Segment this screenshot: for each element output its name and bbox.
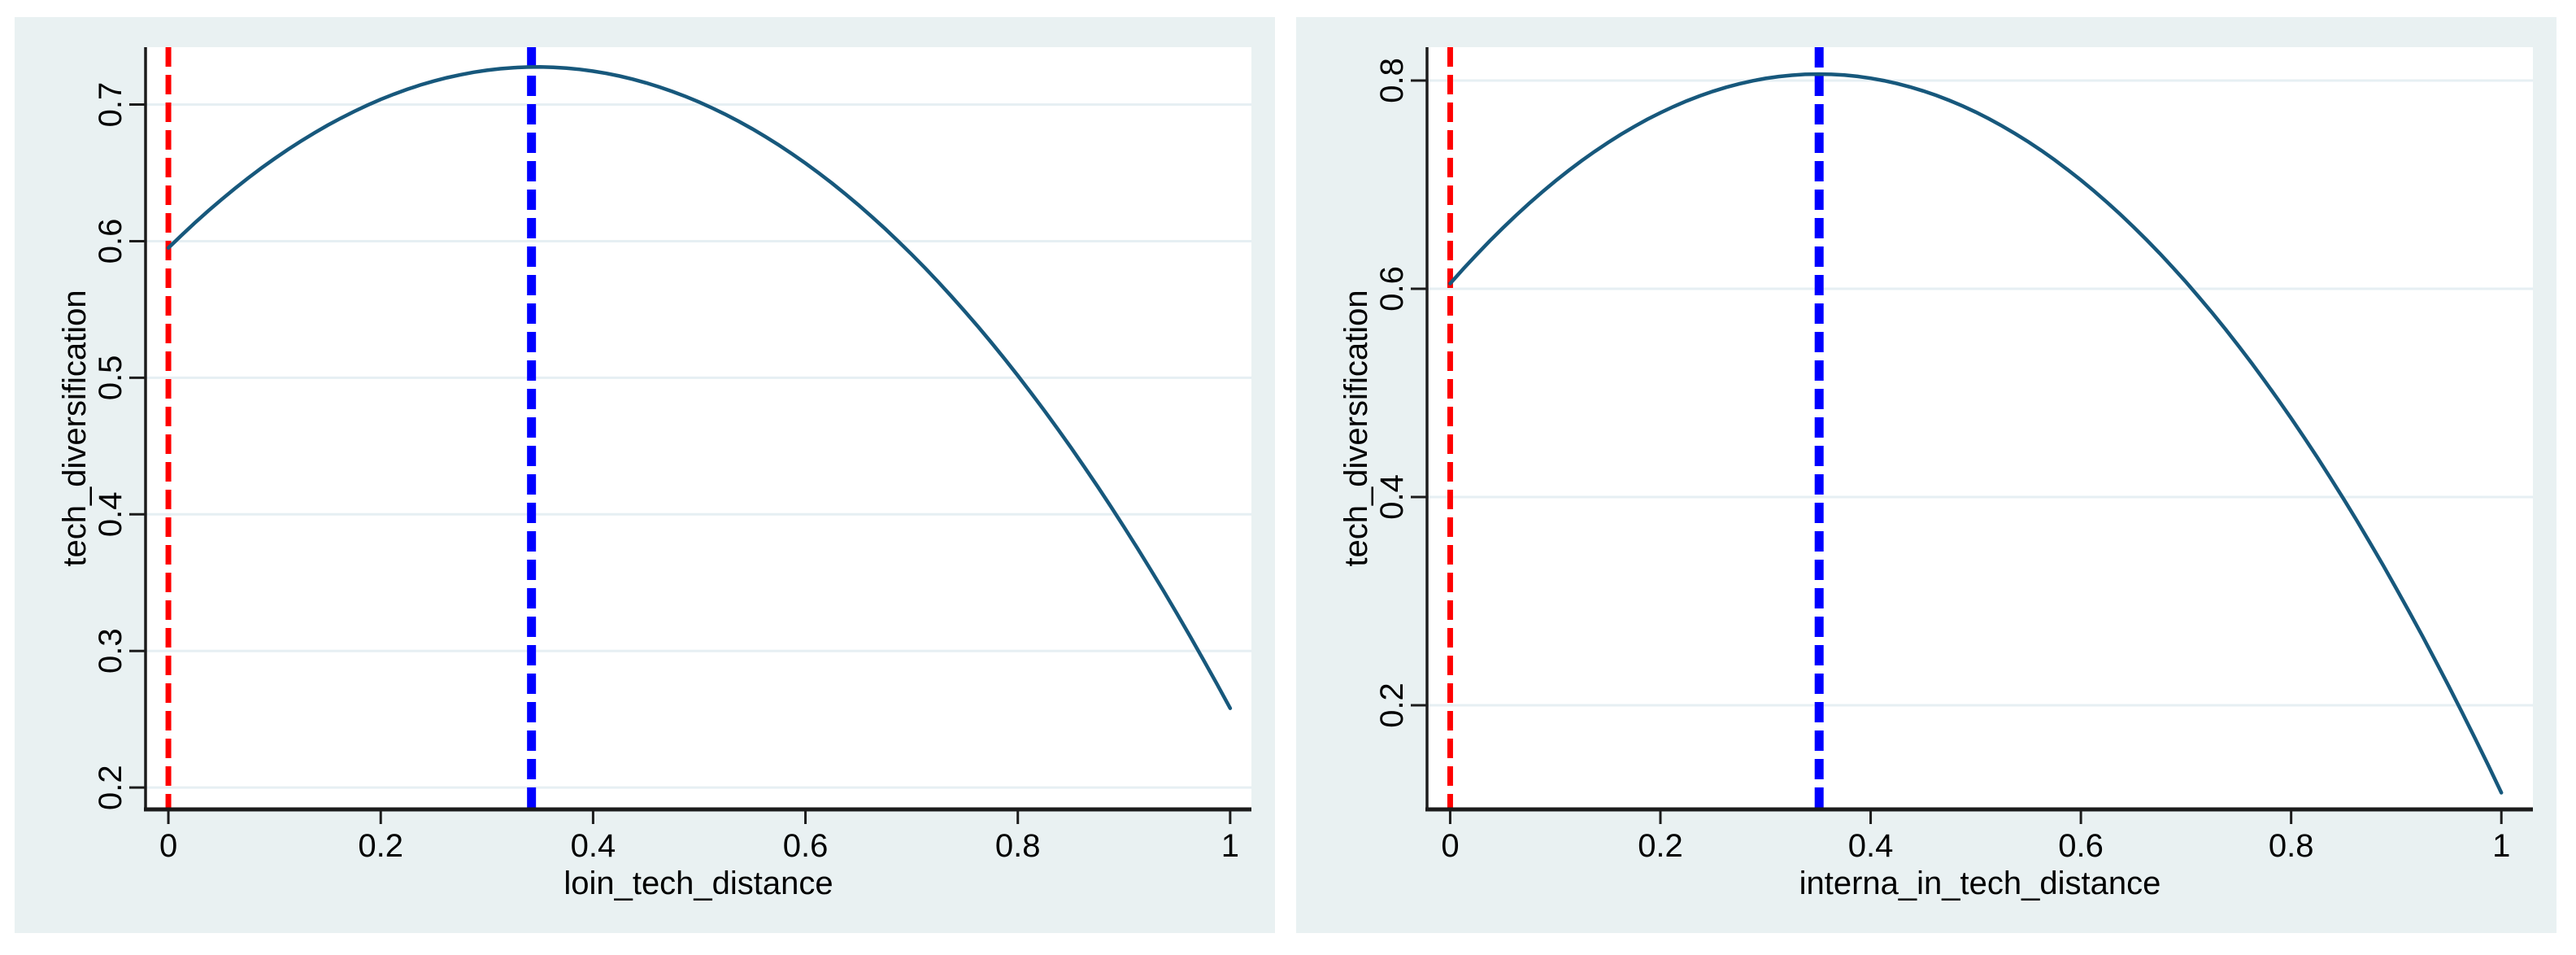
chart-panel-right: 0 0.2 0.4 0.6 0.8 1 0.2 0.4 0.6 0.8 interna_in_tec… <box>1296 17 2556 933</box>
chart-panel-left: 0 0.2 0.4 0.6 0.8 1 0.2 0.3 0.4 0.5 0.6 0.7 loin_tec… <box>15 17 1275 933</box>
y-tick-label: 0.8 <box>1374 58 1410 103</box>
y-tick-label: 0.7 <box>93 82 128 128</box>
plot-area <box>146 47 1251 809</box>
y-tick-label: 0.2 <box>93 765 128 810</box>
x-tick-label: 0.2 <box>1638 828 1683 864</box>
y-tick-label: 0.5 <box>93 355 128 401</box>
y-tick-label: 0.6 <box>93 219 128 264</box>
x-tick-label: 0 <box>159 828 177 864</box>
prediction-curve <box>166 65 1233 710</box>
y-tick-label: 0.2 <box>1374 682 1410 728</box>
x-tick-label: 1 <box>2492 828 2510 864</box>
plot-area <box>1427 47 2533 809</box>
x-tick-label: 0.8 <box>2269 828 2314 864</box>
y-tick-label: 0.4 <box>93 491 128 537</box>
y-tick-label: 0.6 <box>1374 266 1410 312</box>
x-tick-label: 0 <box>1441 828 1459 864</box>
y-tick-label: 0.3 <box>93 628 128 674</box>
x-tick-label: 0.6 <box>783 828 829 864</box>
y-tick-label: 0.4 <box>1374 474 1410 520</box>
y-axis-title: tech_diversification <box>57 290 93 566</box>
chart-svg-right: 0 0.2 0.4 0.6 0.8 1 0.2 0.4 0.6 0.8 interna_in_tec… <box>1338 47 2533 901</box>
x-tick-label: 0.4 <box>1848 828 1894 864</box>
chart-svg-left: 0 0.2 0.4 0.6 0.8 1 0.2 0.3 0.4 0.5 0.6 0.7 loin_tec… <box>57 47 1251 901</box>
x-tick-label: 0.6 <box>2058 828 2104 864</box>
x-axis-title: interna_in_tech_distance <box>1799 866 2161 901</box>
x-tick-label: 0.2 <box>358 828 403 864</box>
x-tick-label: 0.8 <box>995 828 1041 864</box>
x-tick-label: 1 <box>1221 828 1239 864</box>
prediction-curve <box>1448 72 2504 795</box>
x-axis-title: loin_tech_distance <box>564 866 833 901</box>
x-tick-label: 0.4 <box>571 828 616 864</box>
y-axis-title: tech_diversification <box>1338 290 1374 566</box>
